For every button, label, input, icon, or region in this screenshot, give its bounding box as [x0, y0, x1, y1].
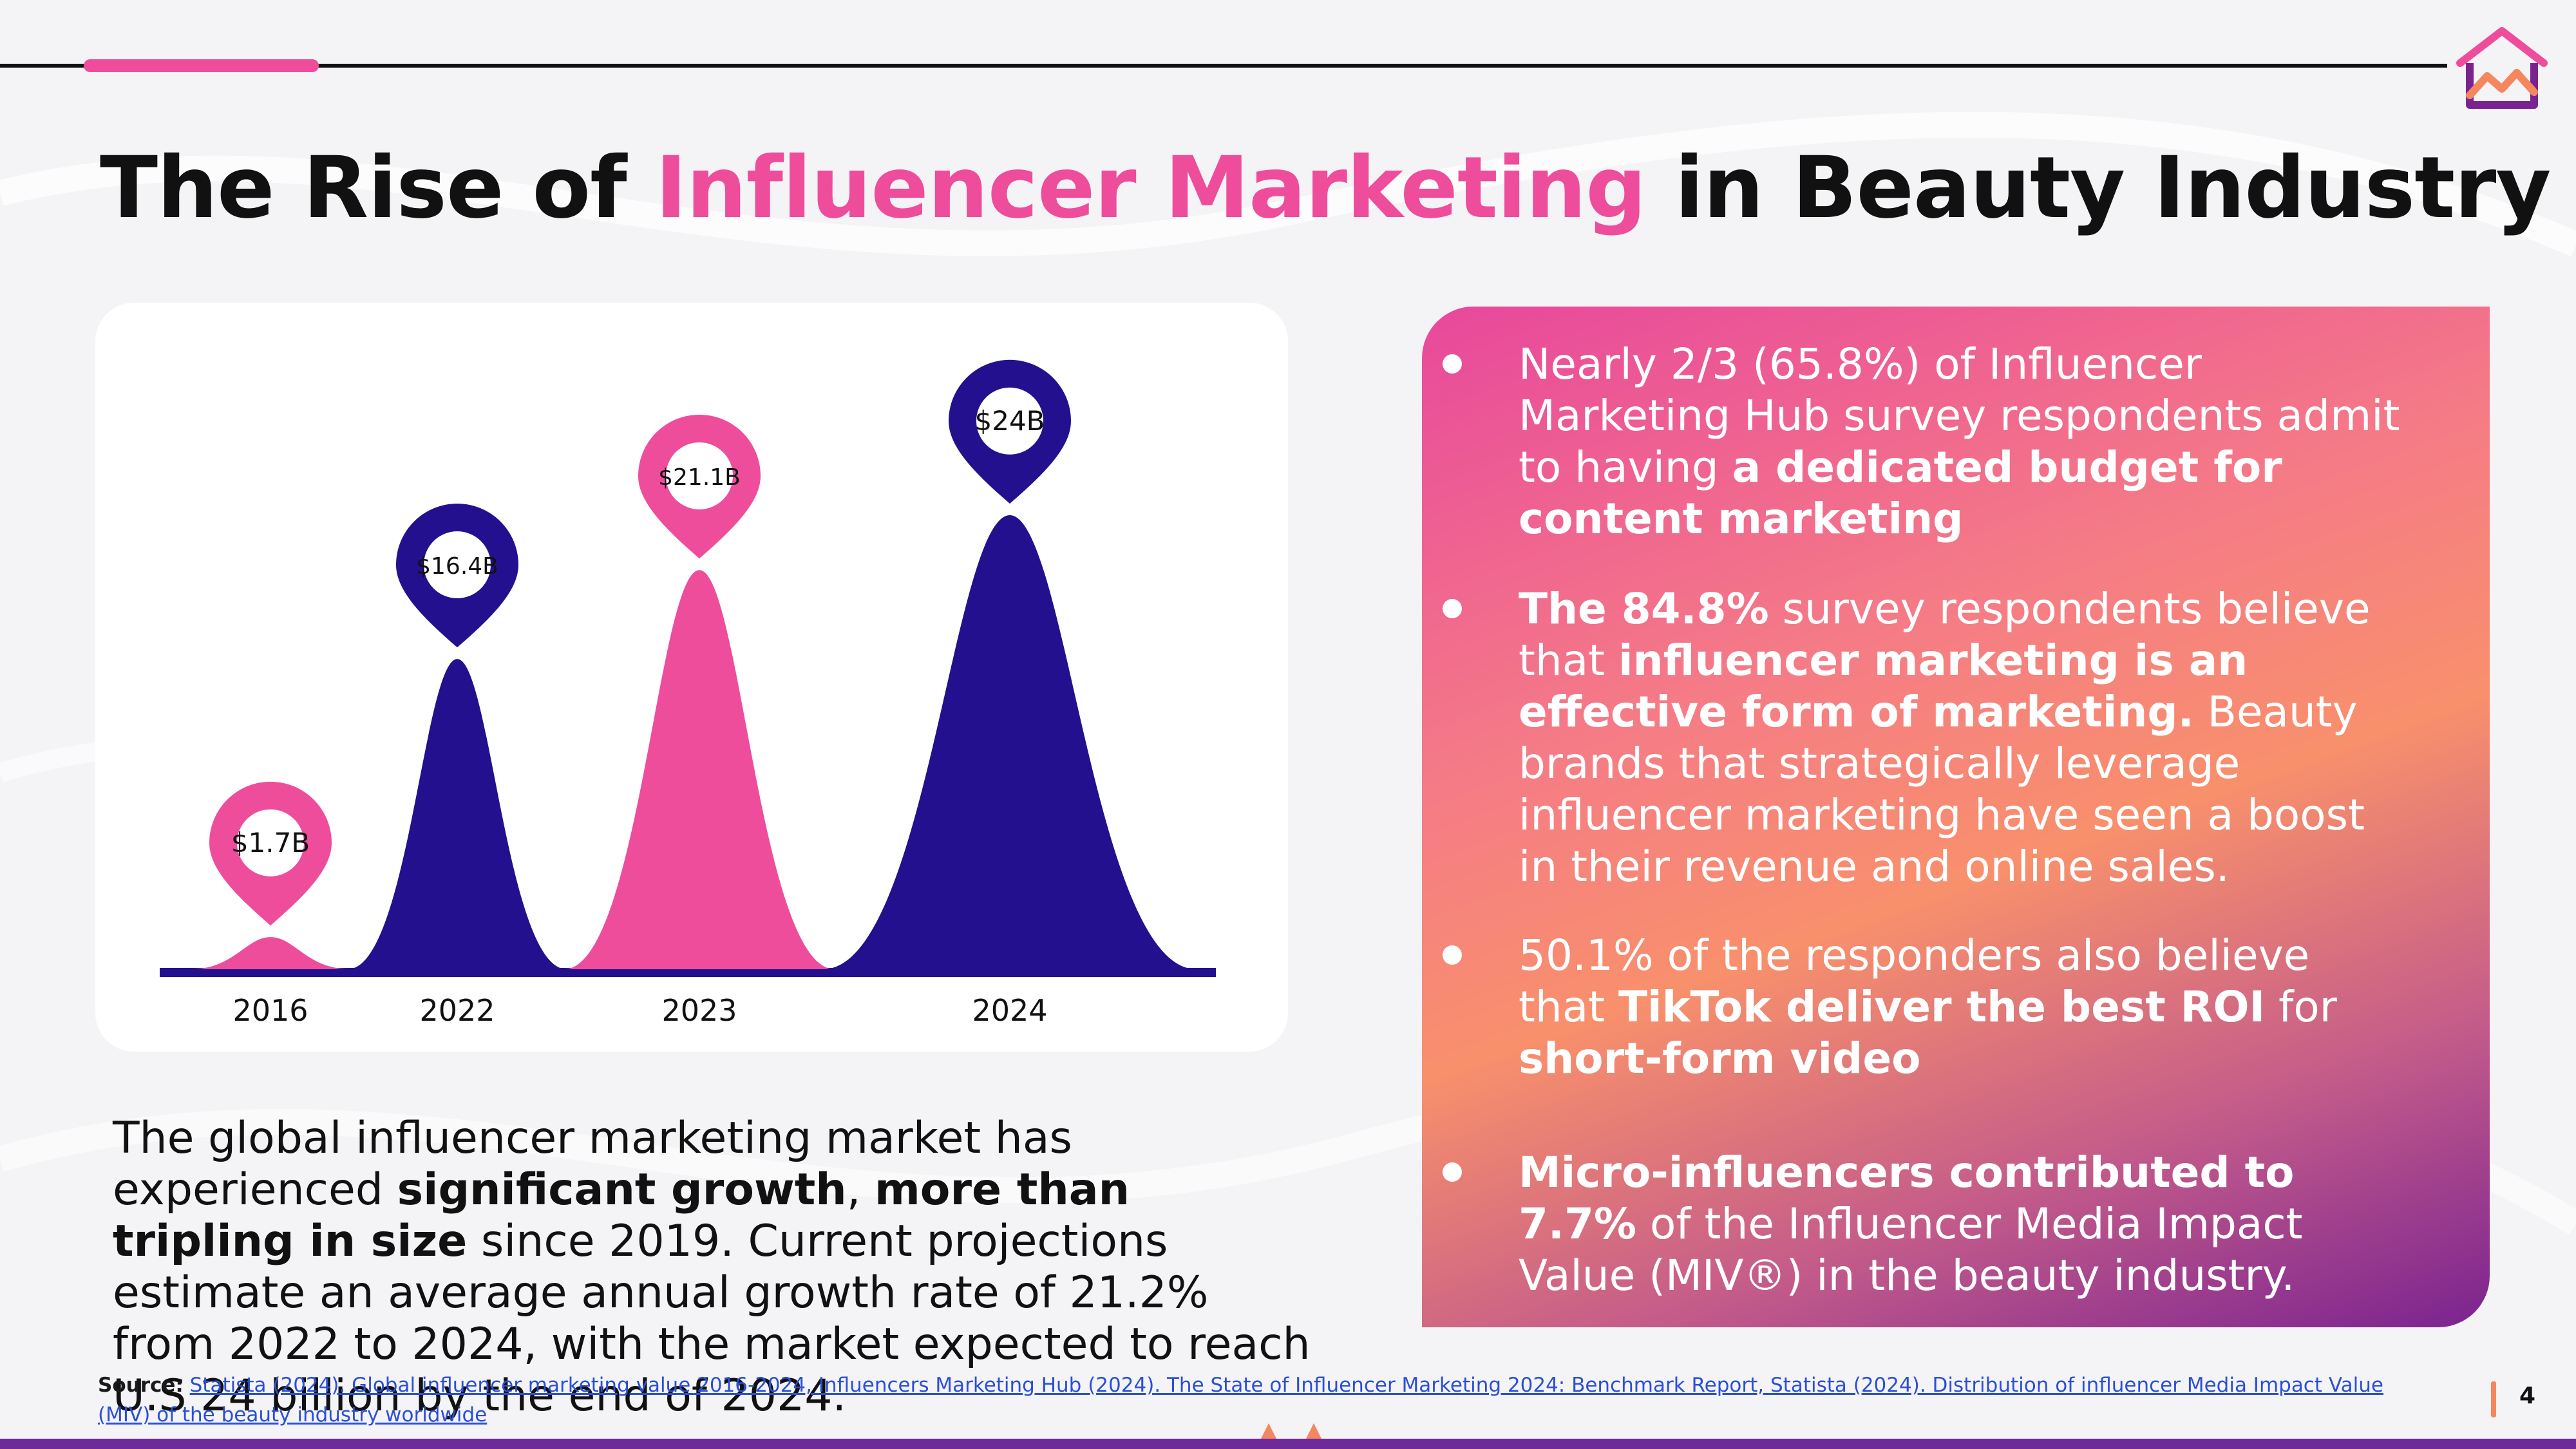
- source-citation: Source: Statista (2024). Global influenc…: [98, 1370, 2429, 1430]
- bullet-2-text-1: survey respondents believe that: [1519, 584, 2371, 685]
- bullet-2-bold-1: The 84.8%: [1519, 584, 1769, 634]
- pin-label-circle: [976, 387, 1043, 455]
- chart-bump-2024: [823, 515, 1197, 969]
- header-rule: [0, 64, 2447, 68]
- page-title: The Rise of Influencer Marketing in Beau…: [100, 138, 2552, 238]
- bullet-tiktok: 50.1% of the responders also believe tha…: [1443, 930, 2407, 1084]
- header-accent-bar: [84, 59, 319, 72]
- data-label-2016: $1.7B: [231, 827, 310, 858]
- value-pin-2024: $24B: [949, 359, 1071, 504]
- value-pin-2022: $16.4B: [396, 504, 518, 648]
- bullet-3-text-2: for: [2265, 982, 2337, 1032]
- market-growth-chart: $1.7B 2016 $16.4B 2022 $21.1B 2023 $24B 2024: [160, 359, 1216, 1028]
- bullet-dot-icon: [1443, 599, 1462, 618]
- chart-bump-2016: [190, 937, 351, 969]
- chart-bump-2022: [348, 659, 567, 969]
- stats-panel: Nearly 2/3 (65.8%) of Influencer Marketi…: [1422, 307, 2490, 1327]
- summary-text-1: The global influencer marketing market h…: [113, 1113, 1072, 1215]
- data-label-2023: $21.1B: [658, 464, 741, 491]
- bullet-effectiveness: The 84.8% survey respondents believe tha…: [1443, 583, 2407, 893]
- market-summary-paragraph: The global influencer marketing market h…: [113, 1113, 1323, 1422]
- summary-text-2: ,: [846, 1164, 875, 1215]
- source-link[interactable]: Statista (2024). Global influencer marke…: [98, 1374, 2383, 1426]
- page-number: 4: [2519, 1383, 2536, 1409]
- footer-bar: [0, 1439, 2576, 1449]
- bullet-dot-icon: [1443, 354, 1462, 374]
- bullet-dot-icon: [1443, 945, 1462, 965]
- bullet-2-text-2: Beauty brands that strategically leverag…: [1519, 687, 2365, 891]
- data-label-2022: $16.4B: [416, 553, 498, 580]
- tick-label-2024: 2024: [972, 993, 1047, 1028]
- source-label: Source:: [98, 1374, 184, 1397]
- bullet-dot-icon: [1443, 1162, 1462, 1182]
- house-chart-logo-icon: [2456, 27, 2548, 109]
- title-part-1: The Rise of: [100, 138, 656, 238]
- title-part-2: in Beauty Industry: [1645, 138, 2552, 238]
- chart-baseline: [160, 968, 1216, 977]
- bullet-3-bold-2: short-form video: [1519, 1034, 1921, 1083]
- bullet-budget: Nearly 2/3 (65.8%) of Influencer Marketi…: [1443, 339, 2407, 545]
- bullet-1-text: Nearly 2/3 (65.8%) of Influencer Marketi…: [1519, 339, 2400, 492]
- chart-card: $1.7B 2016 $16.4B 2022 $21.1B 2023 $24B 2024: [95, 303, 1288, 1052]
- pin-label-circle: [237, 809, 304, 876]
- tick-label-2016: 2016: [232, 993, 308, 1028]
- tick-label-2022: 2022: [419, 993, 495, 1028]
- data-label-2024: $24B: [975, 405, 1045, 437]
- bullet-4-text: of the Influencer Media Impact Value (MI…: [1519, 1199, 2303, 1300]
- value-pin-2023: $21.1B: [638, 414, 761, 559]
- chart-bump-2023: [564, 570, 835, 969]
- summary-bold-2: more than tripling in size: [113, 1164, 1130, 1267]
- bullet-2-bold-2: influencer marketing is an effective for…: [1519, 636, 2248, 737]
- page-number-accent: [2491, 1381, 2496, 1417]
- bullet-micro-influencers: Micro-influencers contributed to 7.7% of…: [1443, 1147, 2407, 1302]
- bullet-4-bold: Micro-influencers contributed to 7.7%: [1519, 1148, 2295, 1249]
- bullet-3-bold-1: TikTok deliver the best ROI: [1618, 982, 2266, 1032]
- summary-bold-1: significant growth: [397, 1164, 847, 1215]
- bullet-3-text-1: 50.1% of the responders also believe tha…: [1519, 931, 2310, 1032]
- pin-label-circle: [424, 531, 491, 598]
- pin-label-circle: [666, 442, 733, 509]
- bullet-1-bold: a dedicated budget for content marketing: [1519, 442, 2282, 544]
- summary-text-3: since 2019. Current projections estimate…: [113, 1216, 1311, 1421]
- tick-label-2023: 2023: [661, 993, 737, 1028]
- value-pin-2016: $1.7B: [209, 781, 332, 926]
- title-highlight: Influencer Marketing: [655, 138, 1647, 238]
